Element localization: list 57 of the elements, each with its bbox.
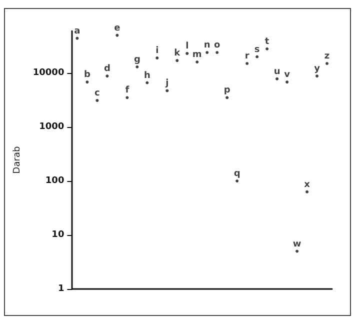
data-label: n — [204, 40, 210, 50]
data-label: m — [192, 50, 202, 60]
y-axis-title: Darab — [12, 146, 22, 174]
point — [316, 74, 319, 78]
point — [106, 74, 109, 78]
point — [206, 50, 209, 54]
point — [196, 60, 199, 64]
data-label: e — [114, 23, 120, 34]
point — [176, 59, 179, 62]
y-tick-label: 1000 — [39, 122, 64, 132]
point — [126, 96, 129, 100]
point — [276, 77, 279, 80]
data-label: o — [214, 40, 220, 50]
data-label: t — [264, 36, 270, 47]
point — [246, 62, 249, 66]
data-label: i — [156, 46, 159, 56]
y-tick-label: 1 — [58, 284, 64, 294]
data-label: h — [144, 70, 150, 81]
point — [116, 34, 119, 37]
data-label: d — [104, 64, 110, 74]
point — [306, 190, 309, 194]
point — [186, 52, 189, 55]
data-label: r — [244, 52, 250, 62]
point — [226, 96, 229, 100]
data-label: l — [186, 41, 189, 52]
data-label: c — [94, 88, 100, 98]
data-label: f — [125, 86, 130, 96]
data-label: y — [314, 64, 320, 74]
data-label: j — [164, 78, 169, 89]
data-label: p — [224, 86, 231, 96]
point — [96, 98, 99, 102]
data-label: a — [74, 26, 80, 36]
point — [76, 36, 79, 40]
point — [236, 180, 239, 183]
data-label: x — [304, 180, 310, 190]
data-label: b — [84, 70, 91, 80]
data-label: q — [234, 169, 240, 180]
data-label: k — [174, 48, 182, 59]
point — [286, 80, 289, 84]
y-tick-label: 100 — [45, 176, 64, 186]
data-label: w — [292, 239, 302, 250]
point — [156, 56, 159, 60]
point — [326, 62, 329, 66]
data-label: v — [284, 70, 290, 80]
data-label: g — [134, 54, 140, 65]
point — [86, 80, 89, 84]
y-tick-label: 10 — [52, 230, 64, 240]
data-label: u — [274, 66, 280, 77]
point — [136, 65, 139, 68]
point — [266, 47, 269, 50]
point — [296, 250, 299, 253]
point — [256, 55, 259, 58]
point — [166, 89, 169, 92]
data-label: z — [324, 52, 330, 62]
point — [216, 50, 219, 54]
y-tick-label: 10000 — [32, 68, 64, 78]
data-label: s — [254, 44, 260, 55]
